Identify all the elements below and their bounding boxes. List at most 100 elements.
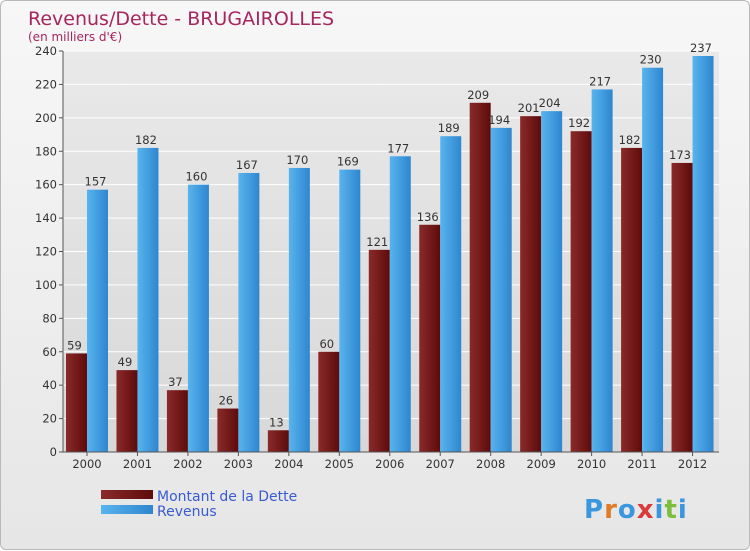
y-tick-label: 40 xyxy=(42,378,57,392)
x-tick-label: 2007 xyxy=(426,457,455,471)
bar-dette xyxy=(469,102,491,452)
chart-subtitle: (en milliers d'€) xyxy=(28,30,122,44)
x-tick-label: 2000 xyxy=(72,457,101,471)
bar-dette xyxy=(671,162,693,452)
bar-revenus xyxy=(288,167,310,453)
data-label-revenus: 237 xyxy=(690,41,712,55)
x-tick-label: 2006 xyxy=(375,457,404,471)
x-tick-label: 2004 xyxy=(274,457,303,471)
y-tick-label: 60 xyxy=(42,345,57,359)
data-label-dette: 37 xyxy=(168,375,183,389)
legend: Montant de la Dette Revenus xyxy=(101,489,297,520)
data-labels: 59 157 49 182 37 160 26 167 13 170 60 169 121 177 136 1… xyxy=(67,41,712,429)
logo-letter: i xyxy=(655,495,665,525)
y-tick-label: 160 xyxy=(35,178,57,192)
y-tick-label: 220 xyxy=(35,77,57,91)
data-label-dette: 192 xyxy=(568,116,590,130)
x-tick-label: 2001 xyxy=(123,457,152,471)
y-tick-label: 200 xyxy=(35,111,57,125)
data-label-dette: 26 xyxy=(219,394,234,408)
logo-letter: o xyxy=(618,495,637,525)
y-tick-label: 120 xyxy=(35,245,57,259)
bar-revenus xyxy=(339,169,361,453)
data-label-revenus: 167 xyxy=(236,158,258,172)
data-label-revenus: 169 xyxy=(337,155,359,169)
logo-text: Proxiti xyxy=(584,495,688,525)
data-label-dette: 173 xyxy=(669,148,691,162)
x-tick-label: 2003 xyxy=(224,457,253,471)
bar-revenus xyxy=(137,147,159,453)
data-label-revenus: 182 xyxy=(135,133,157,147)
data-label-revenus: 194 xyxy=(488,113,510,127)
data-label-dette: 60 xyxy=(319,337,334,351)
logo-letter: P xyxy=(584,495,604,525)
data-label-dette: 49 xyxy=(118,355,133,369)
x-tick-label: 2011 xyxy=(627,457,656,471)
proxiti-logo: Proxiti xyxy=(584,495,688,525)
bar-revenus xyxy=(238,172,260,453)
y-tick-label: 180 xyxy=(35,144,57,158)
x-tick-label: 2012 xyxy=(678,457,707,471)
bar-revenus xyxy=(187,184,209,452)
bar-dette xyxy=(570,131,592,452)
bar-revenus xyxy=(692,56,714,452)
bars xyxy=(66,56,714,453)
y-tick-label: 140 xyxy=(35,211,57,225)
logo-letter: i xyxy=(678,495,688,525)
x-tick-label: 2010 xyxy=(577,457,606,471)
data-label-dette: 13 xyxy=(269,415,284,429)
data-label-revenus: 157 xyxy=(85,175,107,189)
y-tick-label: 240 xyxy=(35,44,57,58)
bar-dette xyxy=(166,390,188,452)
legend-swatch-revenus xyxy=(101,505,153,514)
x-axis: 2000 2001 2002 2003 2004 2005 2006 2007 2008 2009… xyxy=(63,451,719,471)
y-tick-label: 80 xyxy=(42,311,57,325)
bar-dette xyxy=(621,147,643,453)
data-label-dette: 121 xyxy=(366,235,388,249)
logo-letter: x xyxy=(637,495,655,525)
data-label-dette: 182 xyxy=(619,133,641,147)
bar-revenus xyxy=(541,111,563,453)
data-label-revenus: 170 xyxy=(286,153,308,167)
legend-label-dette: Montant de la Dette xyxy=(157,489,297,505)
x-tick-label: 2005 xyxy=(325,457,354,471)
x-tick-label: 2008 xyxy=(476,457,505,471)
bar-dette xyxy=(520,116,542,452)
bar-dette xyxy=(116,370,138,452)
data-label-dette: 209 xyxy=(467,88,489,102)
data-label-dette: 201 xyxy=(518,101,540,115)
y-axis: 0 20 40 60 80 100 120 140 160 180 200 220 240 xyxy=(35,44,64,459)
bar-dette xyxy=(419,224,441,452)
data-label-revenus: 204 xyxy=(539,96,561,110)
data-label-revenus: 189 xyxy=(438,121,460,135)
data-label-dette: 136 xyxy=(417,210,439,224)
legend-label-revenus: Revenus xyxy=(157,504,217,520)
y-tick-label: 0 xyxy=(50,445,57,459)
x-tick-label: 2009 xyxy=(527,457,556,471)
logo-letter: r xyxy=(604,495,618,525)
bar-revenus xyxy=(591,89,613,452)
bar-dette xyxy=(368,249,390,452)
bar-revenus xyxy=(642,67,664,452)
x-tick-label: 2002 xyxy=(173,457,202,471)
data-label-revenus: 230 xyxy=(640,53,662,67)
legend-swatch-dette xyxy=(101,490,153,499)
bar-revenus xyxy=(490,127,512,452)
bar-revenus xyxy=(389,156,411,452)
data-label-revenus: 160 xyxy=(185,170,207,184)
bar-revenus xyxy=(87,189,108,452)
bar-dette xyxy=(66,353,87,452)
bar-dette xyxy=(217,408,239,452)
logo-letter: t xyxy=(664,495,677,525)
bar-revenus xyxy=(440,136,462,452)
y-tick-label: 100 xyxy=(35,278,57,292)
y-tick-label: 20 xyxy=(42,412,57,426)
data-label-revenus: 217 xyxy=(589,74,611,88)
bar-dette xyxy=(267,430,289,452)
data-label-dette: 59 xyxy=(67,338,82,352)
bar-dette xyxy=(318,351,340,452)
data-label-revenus: 177 xyxy=(387,141,409,155)
chart-title: Revenus/Dette - BRUGAIROLLES xyxy=(28,8,334,30)
